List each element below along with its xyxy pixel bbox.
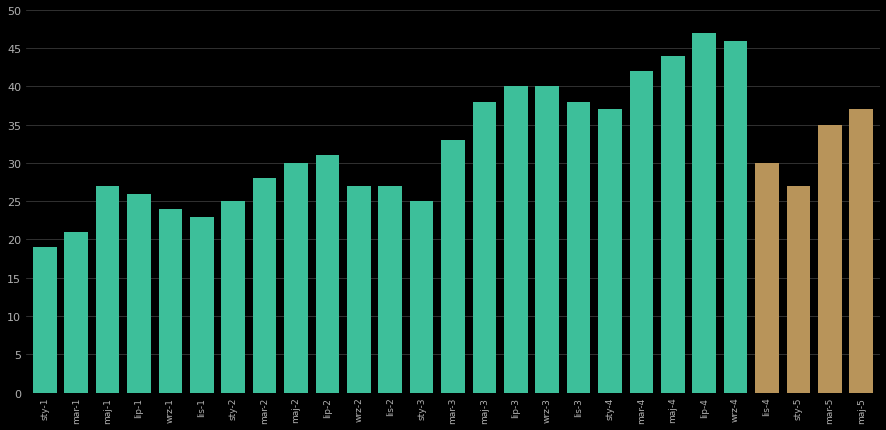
Bar [535, 87, 558, 393]
Bar [849, 110, 872, 393]
Bar [597, 110, 621, 393]
Bar [817, 126, 841, 393]
Bar [190, 217, 214, 393]
Bar [315, 156, 338, 393]
Bar [472, 102, 495, 393]
Bar [409, 202, 433, 393]
Bar [440, 141, 464, 393]
Bar [754, 163, 778, 393]
Bar [692, 34, 715, 393]
Bar [159, 209, 182, 393]
Bar [127, 194, 151, 393]
Bar [284, 163, 307, 393]
Bar [253, 179, 276, 393]
Bar [629, 72, 652, 393]
Bar [346, 187, 370, 393]
Bar [378, 187, 401, 393]
Bar [660, 57, 684, 393]
Bar [786, 187, 809, 393]
Bar [33, 248, 57, 393]
Bar [222, 202, 245, 393]
Bar [566, 102, 590, 393]
Bar [503, 87, 527, 393]
Bar [65, 232, 88, 393]
Bar [96, 187, 120, 393]
Bar [723, 41, 747, 393]
